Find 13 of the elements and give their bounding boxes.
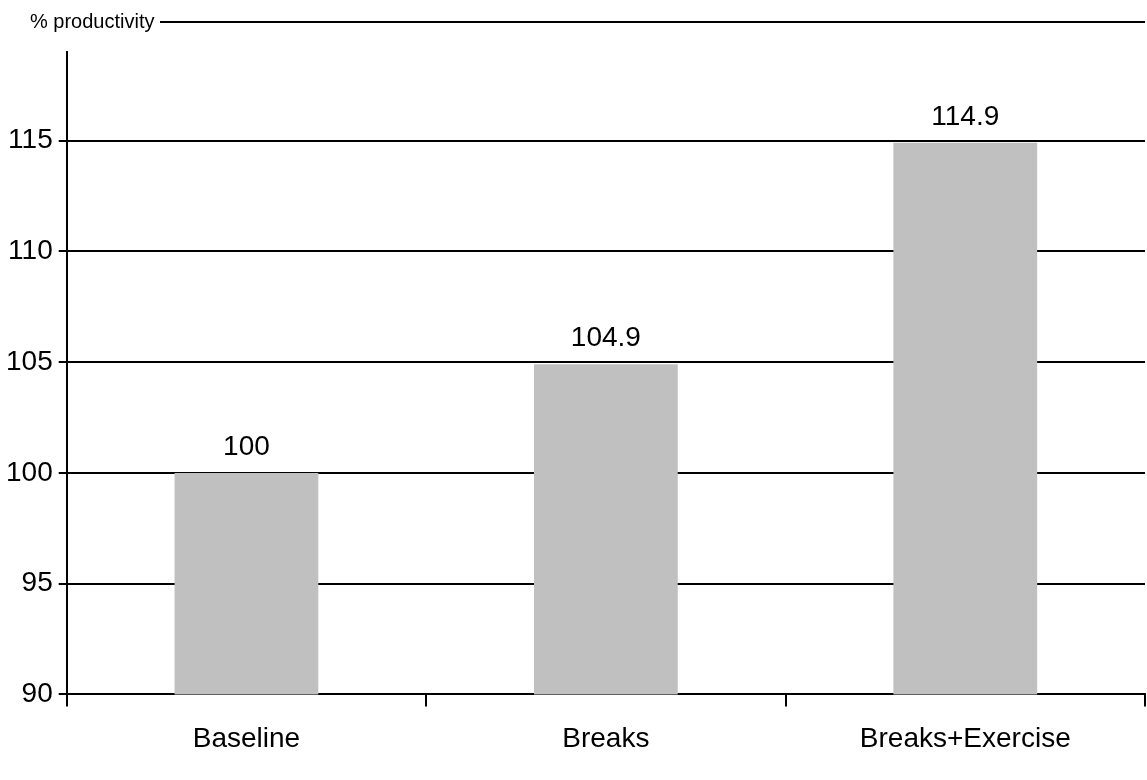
data-label: 114.9 (931, 99, 1000, 131)
x-tick-label: Breaks (562, 721, 650, 753)
y-tick-label: 95 (21, 566, 53, 598)
y-axis-title: % productivity (30, 9, 155, 32)
y-tick-label: 115 (8, 123, 53, 155)
data-label: 104.9 (570, 321, 641, 353)
x-tick-label: Breaks+Exercise (859, 721, 1071, 753)
y-tick-label: 110 (8, 234, 53, 266)
x-tick-label: Baseline (192, 721, 301, 753)
y-tick-label: 105 (6, 344, 53, 376)
y-tick-label: 90 (21, 677, 53, 709)
data-label: 100 (223, 429, 270, 461)
y-tick-label: 100 (6, 455, 53, 487)
